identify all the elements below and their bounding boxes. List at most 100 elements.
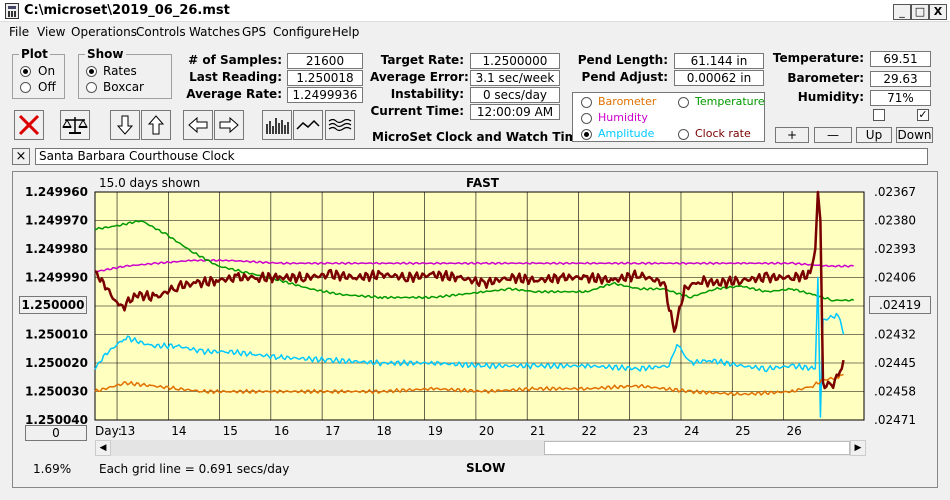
plot-group: Plot On Off [12, 47, 65, 99]
minimize-button[interactable]: _ [893, 4, 911, 20]
left-axis-tick: 1.249980 [25, 242, 88, 256]
right-axis-tick: .02445 [874, 356, 916, 370]
left-axis-center-button[interactable]: 1.250000 [19, 296, 87, 314]
histogram-view-button[interactable] [262, 110, 292, 140]
plot-on-radio[interactable] [20, 66, 31, 77]
series-selector: Barometer Temperature Humidity Amplitude Clo… [572, 92, 765, 142]
series-line [94, 373, 844, 397]
series-radio-temperature[interactable] [678, 97, 689, 108]
series-radio-barometer[interactable] [581, 97, 592, 108]
close-window-button[interactable]: X [929, 4, 947, 20]
day-tick-label: 18 [376, 424, 391, 438]
plot-off-label: Off [38, 80, 56, 94]
plot-on-label: On [38, 64, 56, 78]
down-button[interactable]: Down [896, 127, 933, 143]
show-rates-radio[interactable] [86, 66, 97, 77]
series-line [94, 276, 845, 418]
clear-clock-name-button[interactable]: × [12, 148, 30, 165]
balance-button[interactable] [60, 110, 90, 140]
minus-button[interactable]: — [814, 127, 852, 143]
balance-scale-icon [62, 117, 88, 134]
scrollbar-thumb[interactable] [544, 441, 850, 455]
menu-watches[interactable]: Watches [189, 25, 240, 39]
series-label-barometer: Barometer [598, 95, 657, 108]
menu-controls[interactable]: Controls [136, 25, 186, 39]
left-axis-tick: 1.250030 [25, 385, 88, 399]
humidity-label: Humidity: [797, 90, 864, 104]
clear-button[interactable] [14, 110, 44, 140]
right-axis-center-button[interactable]: .02419 [869, 296, 931, 314]
show-group: Show Rates Boxcar [78, 47, 172, 99]
right-axis-tick: .02471 [874, 413, 916, 427]
line-view-button[interactable] [293, 110, 323, 140]
right-axis-tick: .02458 [874, 385, 916, 399]
waves-icon [328, 118, 352, 132]
day-tick-label: 13 [120, 424, 135, 438]
left-axis-tick: 1.250010 [25, 328, 88, 342]
app-caption: MicroSet Clock and Watch Timer [372, 130, 592, 144]
series-radio-humidity[interactable] [581, 113, 592, 124]
plot-off-radio[interactable] [20, 82, 31, 93]
arrow-up-icon [147, 115, 165, 135]
left-axis-tick: 1.249970 [25, 214, 88, 228]
temperature-value: 69.51 [870, 51, 931, 67]
samples-value: 21600 [287, 53, 363, 69]
series-label-amplitude: Amplitude [598, 127, 655, 140]
sensor-checkbox-left[interactable] [873, 109, 885, 121]
day-tick-label: 14 [171, 424, 186, 438]
line-graph-icon [296, 119, 320, 130]
current-time-label: Current Time: [370, 104, 464, 118]
left-axis-tick: 1.250020 [25, 356, 88, 370]
series-label-clock-rate: Clock rate [695, 127, 751, 140]
show-boxcar-label: Boxcar [103, 80, 144, 94]
menu-file[interactable]: File [9, 25, 30, 39]
red-x-icon [18, 114, 40, 136]
percent-label: 1.69% [33, 462, 72, 476]
scroll-down-button[interactable] [110, 110, 140, 140]
plus-button[interactable]: + [775, 127, 809, 143]
window-title: C:\microset\2019_06_26.mst [24, 3, 230, 18]
zero-button[interactable]: 0 [25, 425, 87, 441]
average-error-value: 3.1 sec/week [470, 70, 560, 86]
left-axis-tick: 1.250040 [25, 413, 88, 427]
series-radio-amplitude[interactable] [581, 129, 592, 140]
scroll-right-button[interactable] [214, 110, 244, 140]
menu-operations[interactable]: Operations [71, 25, 137, 39]
pend-length-label: Pend Length: [577, 53, 668, 67]
arrow-right-icon [219, 116, 239, 134]
clock-name-input[interactable]: Santa Barbara Courthouse Clock [35, 148, 928, 165]
day-tick-label: 16 [274, 424, 289, 438]
menu-help[interactable]: Help [332, 25, 360, 39]
title-bar: C:\microset\2019_06_26.mst _ □ X [0, 0, 950, 22]
fast-label: FAST [466, 176, 499, 190]
up-button[interactable]: Up [856, 127, 892, 143]
average-rate-value: 1.2499936 [287, 87, 363, 103]
menu-view[interactable]: View [37, 25, 66, 39]
app-icon [5, 3, 19, 19]
wave-view-button[interactable] [325, 110, 355, 140]
menu-gps[interactable]: GPS [242, 25, 267, 39]
scroll-left-arrow-icon[interactable]: ◀ [95, 440, 111, 456]
day-tick-label: 17 [325, 424, 340, 438]
right-axis-tick: .02406 [874, 271, 916, 285]
histogram-icon [266, 118, 289, 134]
horizontal-scrollbar[interactable]: ◀ ▶ [95, 440, 866, 456]
scroll-left-button[interactable] [183, 110, 213, 140]
scroll-right-arrow-icon[interactable]: ▶ [850, 440, 866, 456]
graph-panel: 15.0 days shown FAST SLOW Each grid line… [12, 171, 938, 488]
barometer-value: 29.63 [870, 71, 931, 87]
arrow-left-icon [188, 116, 208, 134]
series-radio-clock-rate[interactable] [678, 129, 689, 140]
day-tick-label: 20 [479, 424, 494, 438]
series-line [94, 190, 845, 390]
menu-configure[interactable]: Configure [273, 25, 332, 39]
scroll-up-button[interactable] [141, 110, 171, 140]
sensor-checkbox-right[interactable]: ✓ [917, 108, 929, 121]
series-label-temperature: Temperature [695, 95, 765, 108]
maximize-button[interactable]: □ [911, 4, 929, 20]
temperature-label: Temperature: [772, 51, 864, 65]
average-rate-label: Average Rate: [186, 87, 282, 101]
right-axis-tick: .02380 [874, 214, 916, 228]
show-boxcar-radio[interactable] [86, 82, 97, 93]
series-label-humidity: Humidity [598, 111, 648, 124]
